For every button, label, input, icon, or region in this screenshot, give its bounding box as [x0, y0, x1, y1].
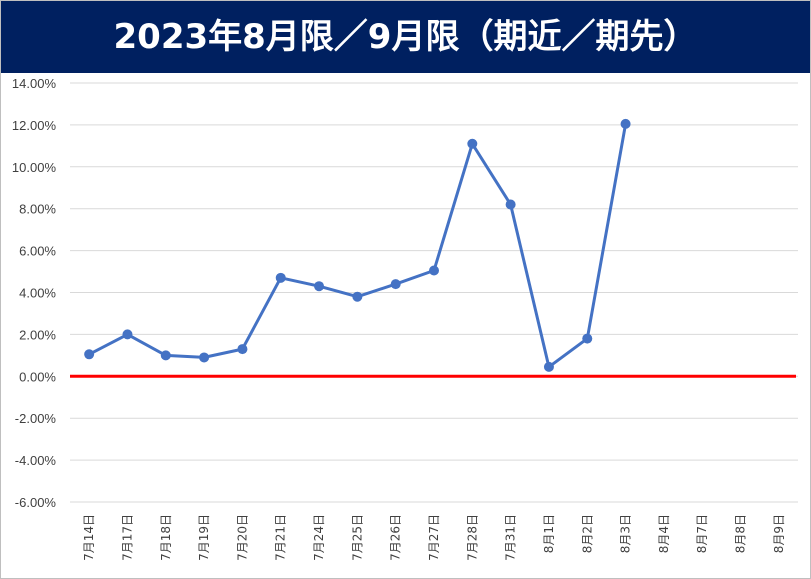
data-point	[620, 118, 631, 129]
y-tick-label: 8.00%	[19, 202, 56, 217]
y-tick-label: -6.00%	[15, 495, 57, 510]
y-axis-tick-labels: 14.00% 12.00% 10.00% 8.00% 6.00% 4.00% 2.00% 0.…	[12, 76, 57, 510]
y-tick-label: 2.00%	[19, 327, 56, 342]
data-points	[84, 118, 631, 372]
y-tick-label: -4.00%	[15, 453, 57, 468]
x-tick-label: 7月31日	[504, 514, 518, 561]
x-tick-label: 7月21日	[274, 514, 288, 561]
x-tick-label: 7月17日	[120, 514, 134, 561]
x-tick-label: 7月24日	[312, 514, 326, 561]
data-point	[199, 352, 210, 363]
data-point	[275, 272, 286, 283]
y-tick-label: 12.00%	[12, 118, 57, 133]
x-tick-label: 7月18日	[159, 514, 173, 561]
x-tick-label: 7月27日	[427, 514, 441, 561]
data-point	[505, 199, 516, 210]
gridlines	[70, 82, 798, 503]
data-point	[467, 138, 478, 149]
x-tick-label: 7月25日	[350, 514, 364, 561]
y-tick-label: 4.00%	[19, 286, 56, 301]
x-tick-label: 8月2日	[580, 514, 594, 553]
title-bar: 2023年8月限／9月限（期近／期先）	[1, 1, 810, 73]
series-line	[88, 123, 628, 369]
x-tick-label: 8月4日	[657, 514, 671, 553]
x-tick-label: 8月9日	[772, 514, 786, 553]
data-point	[314, 281, 325, 292]
y-tick-label: 14.00%	[12, 76, 57, 91]
x-tick-label: 7月26日	[389, 514, 403, 561]
data-point	[390, 279, 401, 290]
y-tick-label: 10.00%	[12, 160, 57, 175]
data-point	[543, 361, 554, 372]
chart-title: 2023年8月限／9月限（期近／期先）	[113, 17, 698, 57]
data-point	[84, 349, 95, 360]
data-point	[582, 333, 593, 344]
x-tick-label: 7月28日	[465, 514, 479, 561]
data-point	[429, 265, 439, 276]
data-point	[122, 329, 133, 340]
x-tick-label: 8月7日	[695, 514, 709, 553]
data-point	[160, 350, 171, 361]
x-tick-label: 8月3日	[619, 514, 633, 553]
x-tick-label: 7月14日	[82, 514, 96, 561]
x-tick-label: 8月8日	[734, 514, 748, 553]
x-tick-label: 7月20日	[235, 514, 249, 561]
y-tick-label: 0.00%	[19, 369, 56, 384]
x-axis-tick-labels: 7月14日 7月17日 7月18日 7月19日 7月20日 7月21日 7月24日 7月25日…	[82, 514, 786, 561]
data-point	[352, 291, 363, 302]
y-tick-label: 6.00%	[19, 244, 56, 259]
x-tick-label: 8月1日	[542, 514, 556, 553]
series-line-layer	[88, 123, 628, 369]
x-tick-label: 7月19日	[197, 514, 211, 561]
data-point	[237, 344, 248, 355]
y-tick-label: -2.00%	[15, 411, 57, 426]
